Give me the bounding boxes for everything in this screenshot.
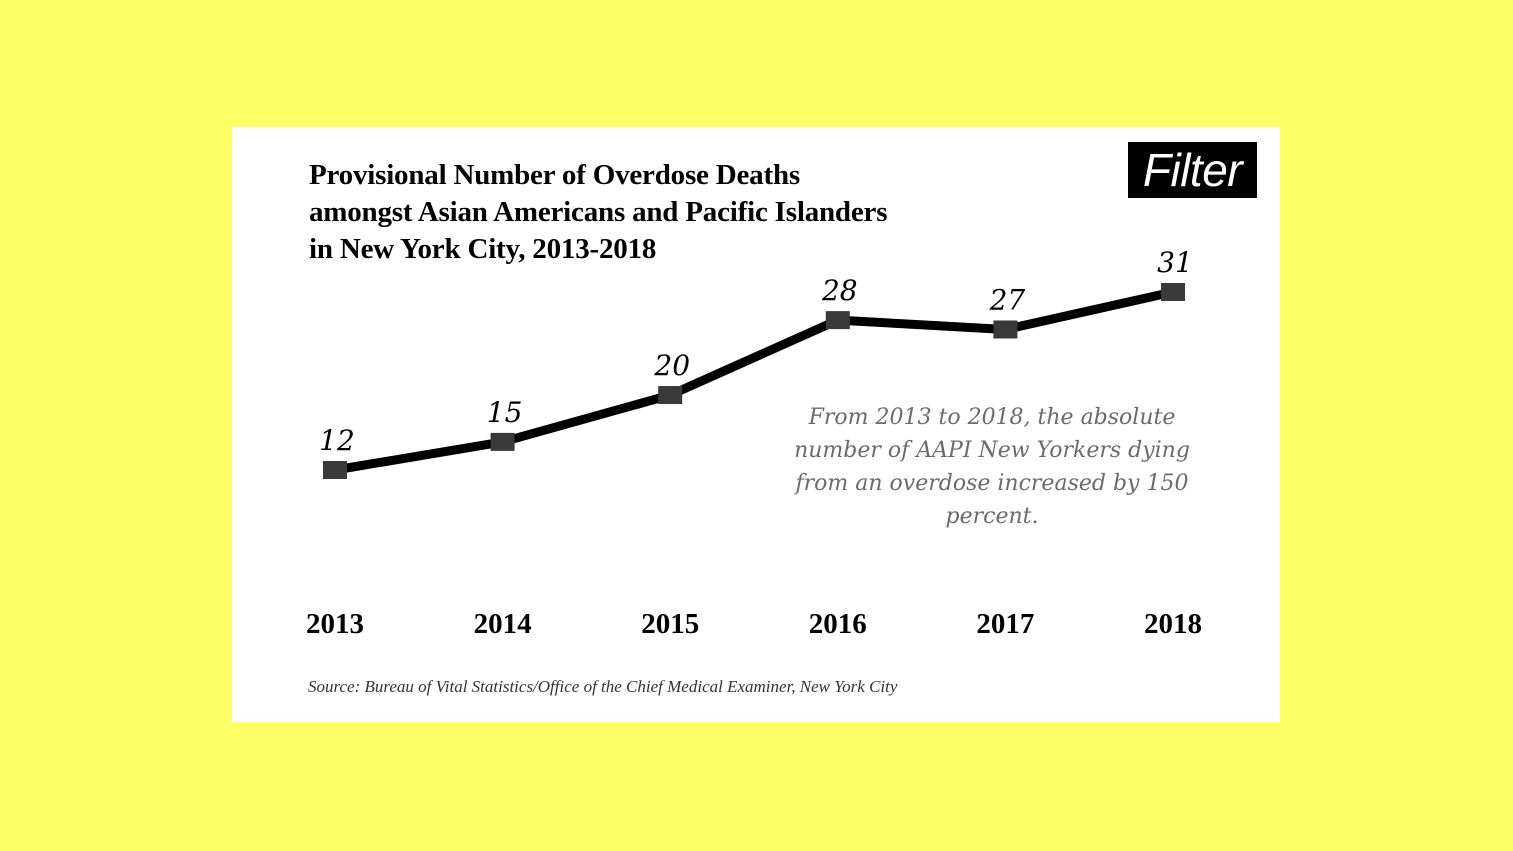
- source-note: Source: Bureau of Vital Statistics/Offic…: [308, 677, 898, 696]
- x-tick-label-2016: 2016: [809, 608, 867, 640]
- chart-title-line-1: Provisional Number of Overdose Deaths: [309, 159, 800, 191]
- data-label-2013: 12: [319, 424, 355, 457]
- data-point-2016: [825, 311, 850, 330]
- x-tick-label-2015: 2015: [641, 608, 699, 640]
- data-label-2016: 28: [821, 274, 858, 307]
- data-label-2018: 31: [1157, 246, 1193, 279]
- data-point-2014: [490, 432, 515, 451]
- data-point-2017: [993, 320, 1018, 339]
- chart-card: Provisional Number of Overdose Deaths am…: [232, 127, 1280, 722]
- data-point-2015: [658, 386, 683, 405]
- data-label-2017: 27: [989, 283, 1026, 316]
- data-point-2013: [323, 461, 347, 479]
- data-point-2018: [1161, 283, 1185, 301]
- chart-annotation: From 2013 to 2018, the absolute number o…: [794, 405, 1190, 529]
- series-line: [334, 287, 1174, 475]
- data-label-2015: 20: [653, 349, 690, 382]
- x-tick-label-2014: 2014: [474, 608, 532, 640]
- chart-title-line-2: amongst Asian Americans and Pacific Isla…: [309, 196, 888, 228]
- chart-title: Provisional Number of Overdose Deaths am…: [309, 157, 1009, 268]
- filter-logo: Filter: [1128, 142, 1257, 198]
- x-tick-label-2018: 2018: [1144, 608, 1202, 640]
- data-label-2014: 15: [487, 396, 523, 429]
- chart-title-line-3: in New York City, 2013-2018: [309, 233, 657, 265]
- x-tick-label-2013: 2013: [306, 608, 364, 640]
- x-tick-label-2017: 2017: [976, 608, 1034, 640]
- line-chart: 12 2013 15 2014 20 2015 28 2016 27 2017 31 2018: [306, 246, 1202, 640]
